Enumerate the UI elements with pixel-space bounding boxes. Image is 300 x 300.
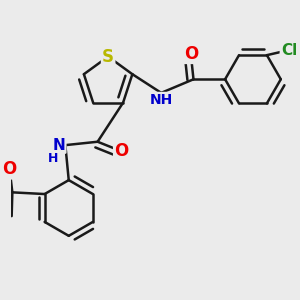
Text: N: N [52, 138, 65, 153]
Text: NH: NH [150, 93, 173, 107]
Text: S: S [102, 48, 114, 66]
Text: O: O [2, 160, 17, 178]
Text: O: O [184, 45, 198, 63]
Text: O: O [114, 142, 128, 160]
Text: Cl: Cl [281, 43, 297, 58]
Text: H: H [48, 152, 59, 164]
